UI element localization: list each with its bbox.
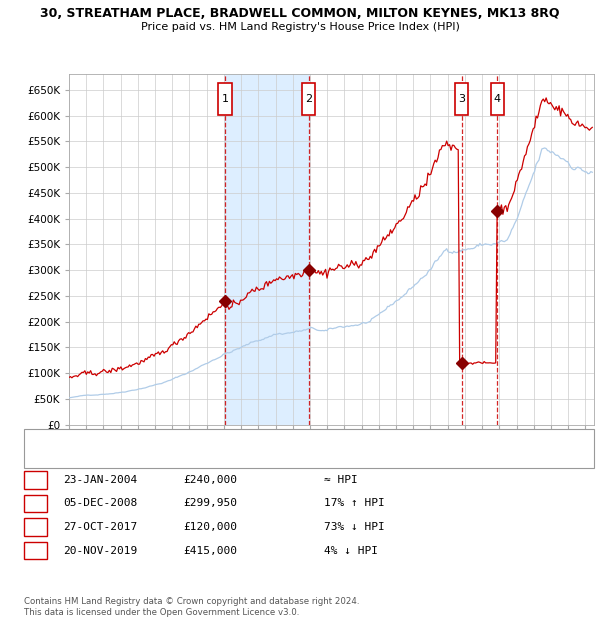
- FancyBboxPatch shape: [302, 83, 315, 115]
- Text: 30, STREATHAM PLACE, BRADWELL COMMON, MILTON KEYNES, MK13 8RQ (detached hou: 30, STREATHAM PLACE, BRADWELL COMMON, MI…: [69, 435, 506, 445]
- Text: Contains HM Land Registry data © Crown copyright and database right 2024.
This d: Contains HM Land Registry data © Crown c…: [24, 598, 359, 617]
- FancyBboxPatch shape: [218, 83, 232, 115]
- Text: 3: 3: [458, 94, 466, 104]
- Text: HPI: Average price, detached house, Milton Keynes: HPI: Average price, detached house, Milt…: [69, 453, 318, 463]
- Text: Price paid vs. HM Land Registry's House Price Index (HPI): Price paid vs. HM Land Registry's House …: [140, 22, 460, 32]
- Text: 1: 1: [221, 94, 229, 104]
- Text: 1: 1: [32, 475, 39, 485]
- Text: 30, STREATHAM PLACE, BRADWELL COMMON, MILTON KEYNES, MK13 8RQ: 30, STREATHAM PLACE, BRADWELL COMMON, MI…: [40, 7, 560, 20]
- Text: 2: 2: [32, 498, 39, 508]
- FancyBboxPatch shape: [455, 83, 469, 115]
- Text: 3: 3: [32, 522, 39, 532]
- Text: ≈ HPI: ≈ HPI: [324, 475, 358, 485]
- Text: 17% ↑ HPI: 17% ↑ HPI: [324, 498, 385, 508]
- Text: £240,000: £240,000: [183, 475, 237, 485]
- Bar: [225, 74, 308, 425]
- Text: 73% ↓ HPI: 73% ↓ HPI: [324, 522, 385, 532]
- Text: 4% ↓ HPI: 4% ↓ HPI: [324, 546, 378, 556]
- FancyBboxPatch shape: [491, 83, 504, 115]
- Text: £299,950: £299,950: [183, 498, 237, 508]
- Text: £120,000: £120,000: [183, 522, 237, 532]
- Text: 23-JAN-2004: 23-JAN-2004: [63, 475, 137, 485]
- Text: 4: 4: [494, 94, 501, 104]
- Text: 20-NOV-2019: 20-NOV-2019: [63, 546, 137, 556]
- Text: 4: 4: [32, 546, 39, 556]
- Text: 2: 2: [305, 94, 312, 104]
- Text: £415,000: £415,000: [183, 546, 237, 556]
- Text: 27-OCT-2017: 27-OCT-2017: [63, 522, 137, 532]
- Text: 05-DEC-2008: 05-DEC-2008: [63, 498, 137, 508]
